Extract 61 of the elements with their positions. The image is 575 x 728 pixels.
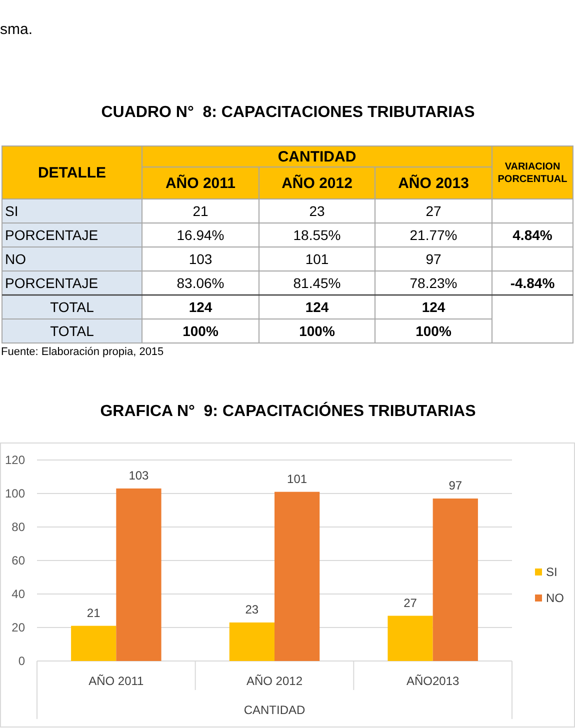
text: 16.94%	[176, 227, 224, 243]
text: 78.23%	[410, 275, 458, 291]
text: CUADRO N° 8: CAPACITACIONES TRIBUTARIAS	[101, 104, 476, 121]
text: 27	[426, 203, 442, 219]
text: 124	[188, 299, 212, 315]
text: 101	[305, 251, 329, 267]
text: 18.55%	[293, 227, 341, 243]
text: NO	[5, 251, 26, 267]
text: TOTAL	[50, 323, 94, 339]
text: TOTAL	[50, 299, 94, 315]
text: 100%	[182, 323, 219, 339]
data-label: 27	[404, 596, 418, 610]
text: 23	[309, 203, 325, 219]
bar	[71, 626, 116, 661]
text: 83.06%	[176, 275, 224, 291]
data-label: 101	[287, 472, 308, 486]
text: 100%	[416, 323, 452, 339]
data-label: 23	[245, 602, 259, 616]
y-tick-label: 0	[18, 654, 26, 668]
text: 97	[426, 251, 442, 267]
bar	[274, 492, 320, 661]
y-tick-label: 120	[4, 453, 26, 468]
text: 4.84%	[512, 227, 553, 243]
legend-label: NO	[546, 591, 564, 606]
x-axis-title: CANTIDAD	[244, 703, 306, 718]
text: sma.	[0, 21, 33, 38]
text: VARIACION PORCENTUAL	[498, 160, 568, 184]
y-tick-label: 60	[12, 554, 26, 568]
data-label: 103	[128, 468, 150, 482]
source-note: Fuente: Elaboración propia, 2015	[1, 346, 164, 358]
y-tick-label: 40	[12, 587, 26, 602]
text: SI	[5, 203, 18, 219]
text: -4.84%	[510, 275, 556, 291]
text: PORCENTAJE	[5, 227, 98, 243]
x-tick-label: AÑO2013	[406, 674, 460, 688]
x-tick-label: AÑO 2011	[88, 674, 144, 688]
text: AÑO 2013	[398, 174, 469, 192]
bar	[229, 622, 274, 661]
text: AÑO 2011	[165, 174, 236, 192]
y-tick-label: 80	[12, 520, 26, 534]
text: 81.45%	[293, 275, 341, 291]
x-tick-label: AÑO 2012	[246, 674, 303, 688]
text: 124	[305, 299, 329, 315]
chart-title: GRAFICA N° 9: CAPACITACIÓNES TRIBUTARIAS	[100, 401, 476, 420]
text: AÑO 2012	[282, 174, 352, 192]
text: DETALLE	[38, 164, 106, 181]
text: PORCENTAJE	[5, 275, 98, 291]
text: 124	[422, 299, 446, 315]
text: 103	[188, 251, 212, 267]
y-tick-label: 20	[12, 620, 26, 635]
text: 100%	[299, 323, 336, 339]
bar	[388, 616, 433, 661]
text: 21.77%	[410, 227, 458, 243]
data-label: 21	[86, 606, 101, 620]
bar	[116, 488, 162, 661]
text: CANTIDAD	[278, 148, 356, 165]
y-tick-label: 100	[4, 486, 26, 501]
text: 21	[192, 203, 208, 219]
legend-label: SI	[546, 565, 558, 580]
bar	[432, 498, 478, 661]
data-label: 97	[448, 478, 462, 493]
